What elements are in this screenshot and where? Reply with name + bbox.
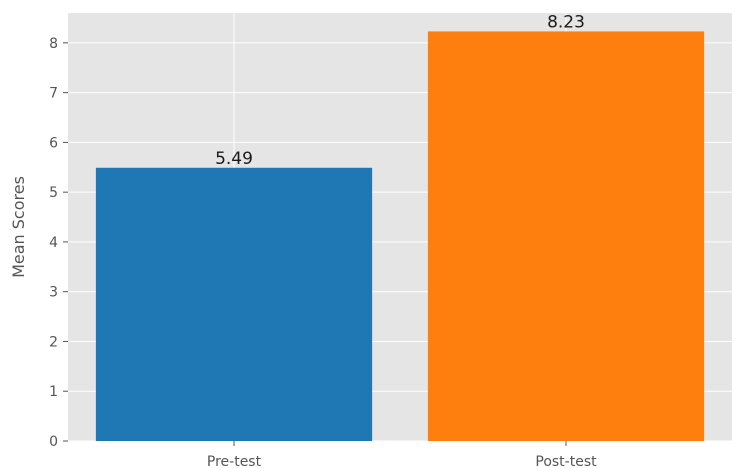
y-tick-label: 5 <box>49 185 58 201</box>
y-axis-ticks: 0 1 2 3 4 5 6 7 8 <box>49 36 68 450</box>
data-labels: 5.49 8.23 <box>215 12 585 168</box>
bar-pre-test <box>95 167 373 442</box>
y-tick-label: 1 <box>49 384 58 400</box>
bar-post-test <box>427 31 705 442</box>
y-tick-label: 2 <box>49 334 58 350</box>
data-label: 5.49 <box>215 149 253 169</box>
data-label: 8.23 <box>547 12 585 32</box>
y-tick-label: 6 <box>49 135 58 151</box>
y-tick-label: 7 <box>49 86 58 102</box>
y-tick-label: 8 <box>49 36 58 52</box>
y-tick-label: 3 <box>49 285 58 301</box>
y-tick-label: 4 <box>49 235 58 251</box>
y-tick-label: 0 <box>49 434 58 450</box>
x-tick-label: Pre-test <box>207 454 262 468</box>
x-tick-label: Post-test <box>535 454 597 468</box>
x-axis-ticks: Pre-test Post-test <box>207 441 597 468</box>
bars <box>95 31 705 442</box>
y-axis-label: Mean Scores <box>9 176 28 278</box>
